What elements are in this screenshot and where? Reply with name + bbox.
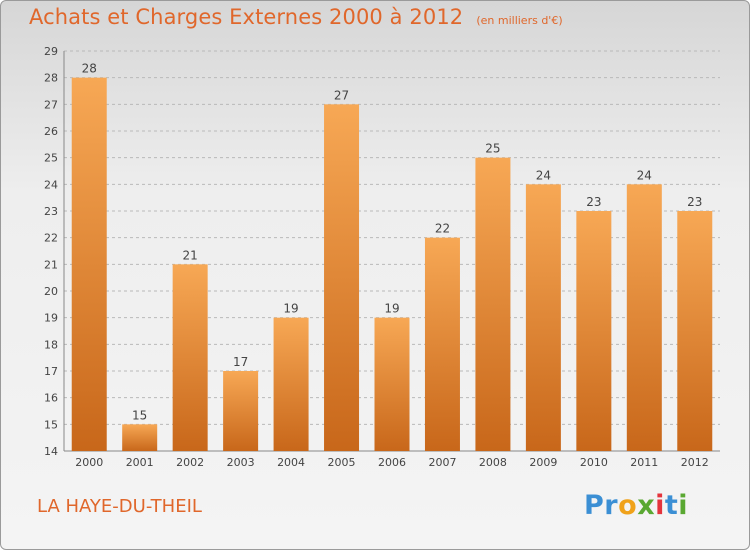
data-label: 21 — [183, 248, 198, 262]
logo-letter: i — [678, 490, 689, 521]
x-tick-label: 2000 — [75, 456, 103, 469]
y-tick-label: 22 — [44, 232, 58, 245]
x-tick-label: 2004 — [277, 456, 305, 469]
commune-name: LA HAYE-DU-THEIL — [37, 496, 202, 517]
data-label: 19 — [283, 302, 298, 316]
data-label: 23 — [687, 195, 702, 209]
data-label: 15 — [132, 408, 147, 422]
bar — [324, 104, 360, 451]
x-tick-label: 2001 — [126, 456, 154, 469]
y-tick-label: 26 — [44, 125, 58, 138]
x-tick-label: 2010 — [580, 456, 608, 469]
bar — [122, 424, 158, 451]
data-label: 27 — [334, 88, 349, 102]
x-tick-label: 2006 — [378, 456, 406, 469]
bar — [71, 77, 107, 452]
chart-title: Achats et Charges Externes 2000 à 2012 — [29, 5, 464, 29]
y-tick-label: 23 — [44, 205, 58, 218]
data-label: 28 — [82, 62, 97, 76]
data-label: 24 — [536, 168, 551, 182]
x-tick-label: 2012 — [681, 456, 709, 469]
x-tick-label: 2003 — [227, 456, 255, 469]
x-tick-label: 2007 — [428, 456, 456, 469]
y-tick-label: 19 — [44, 312, 58, 325]
labels: 14 15 16 17 18 19 20 21 22 23 24 25 26 27 28 29 28 2000 15… — [44, 45, 709, 469]
y-tick-label: 16 — [44, 392, 58, 405]
logo-letter: t — [664, 490, 679, 521]
x-tick-label: 2008 — [479, 456, 507, 469]
bar — [223, 371, 259, 451]
y-tick-label: 24 — [44, 178, 58, 191]
y-tick-label: 21 — [44, 258, 58, 271]
y-tick-label: 25 — [44, 152, 58, 165]
y-tick-label: 28 — [44, 72, 58, 85]
logo-letter: r — [604, 490, 619, 521]
x-tick-label: 2011 — [630, 456, 658, 469]
x-tick-label: 2009 — [529, 456, 557, 469]
bar — [475, 157, 511, 451]
logo-letter: o — [618, 490, 638, 521]
data-label: 25 — [485, 142, 500, 156]
bar — [576, 211, 612, 451]
proxiti-logo: Proxiti — [584, 490, 688, 521]
bar — [273, 317, 309, 451]
y-tick-label: 27 — [44, 98, 58, 111]
bar — [172, 264, 208, 451]
y-tick-label: 29 — [44, 45, 58, 58]
x-tick-label: 2002 — [176, 456, 204, 469]
y-tick-label: 17 — [44, 365, 58, 378]
bar — [424, 237, 460, 451]
logo-letter: i — [655, 490, 665, 521]
data-label: 19 — [384, 302, 399, 316]
data-label: 23 — [586, 195, 601, 209]
x-tick-label: 2005 — [328, 456, 356, 469]
data-label: 22 — [435, 222, 450, 236]
logo-letter: x — [637, 490, 656, 521]
y-tick-label: 14 — [44, 445, 58, 458]
bar — [374, 317, 410, 451]
bar — [626, 184, 662, 452]
bar — [525, 184, 561, 452]
data-label: 24 — [637, 168, 652, 182]
y-tick-label: 18 — [44, 338, 58, 351]
data-label: 17 — [233, 355, 248, 369]
logo-letter: P — [584, 490, 605, 521]
bars — [71, 77, 713, 452]
y-tick-label: 20 — [44, 285, 58, 298]
y-tick-label: 15 — [44, 418, 58, 431]
title-row: Achats et Charges Externes 2000 à 2012 (… — [29, 5, 563, 29]
bar — [677, 211, 713, 451]
chart-subtitle: (en milliers d'€) — [476, 14, 563, 27]
